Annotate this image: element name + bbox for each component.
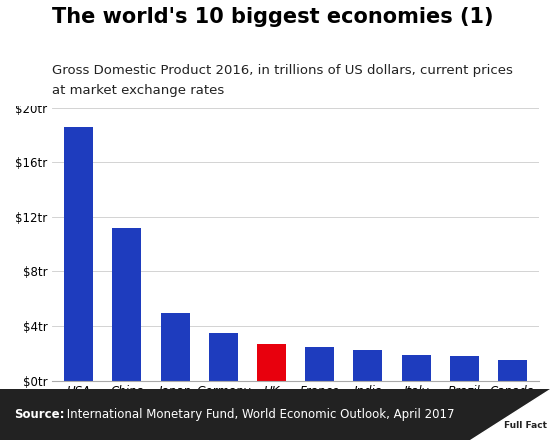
Text: International Monetary Fund, World Economic Outlook, April 2017: International Monetary Fund, World Econo…	[63, 408, 455, 421]
Bar	[257, 345, 286, 381]
Bar	[305, 347, 334, 381]
Text: at market exchange rates: at market exchange rates	[52, 84, 224, 98]
Bar	[498, 360, 527, 381]
Bar	[402, 355, 431, 381]
Text: Source:: Source:	[14, 408, 64, 421]
Bar	[64, 127, 93, 381]
Polygon shape	[470, 389, 550, 440]
Bar	[161, 313, 190, 381]
Text: Gross Domestic Product 2016, in trillions of US dollars, current prices: Gross Domestic Product 2016, in trillion…	[52, 64, 513, 77]
Bar	[450, 356, 478, 381]
Bar	[113, 228, 141, 381]
Bar	[209, 333, 238, 381]
Text: Full Fact: Full Fact	[504, 422, 547, 430]
Bar	[354, 350, 382, 381]
Text: The world's 10 biggest economies (1): The world's 10 biggest economies (1)	[52, 7, 494, 26]
